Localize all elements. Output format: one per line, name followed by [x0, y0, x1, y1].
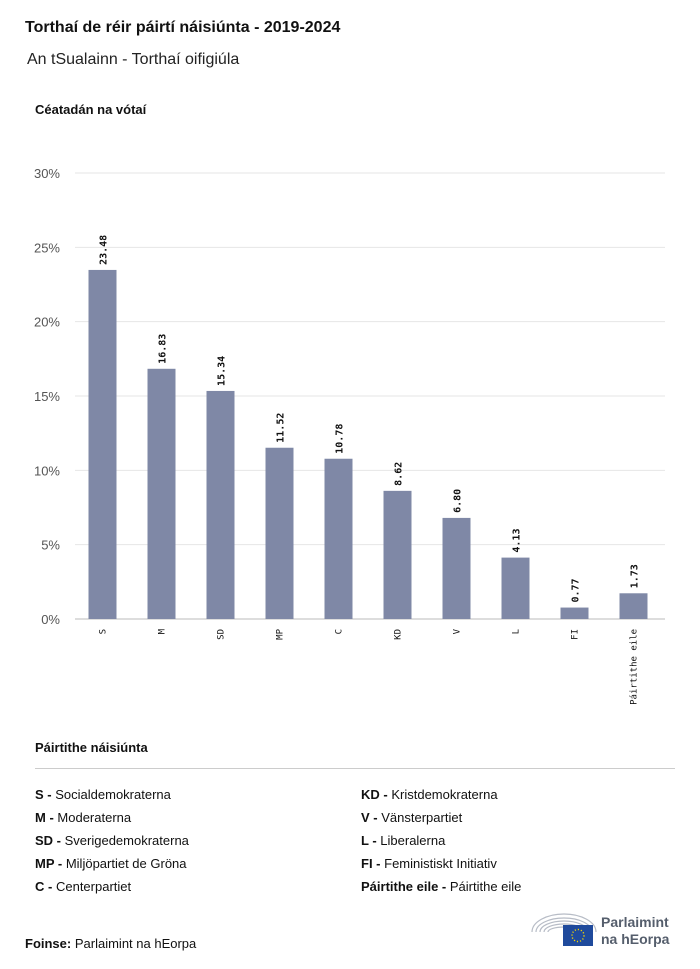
ep-logo: Parlaimint na hEorpa [530, 910, 680, 950]
legend-name: Feministiskt Initiativ [384, 856, 497, 871]
data-label: 6.80 [453, 489, 464, 513]
bar [383, 490, 412, 619]
bar [147, 368, 176, 619]
y-tick-label: 10% [34, 463, 60, 478]
data-label: 8.62 [394, 462, 405, 486]
legend-abbr: KD - [361, 787, 388, 802]
source: Foinse: Parlaimint na hEorpa [25, 936, 196, 951]
legend-item: MP - Miljöpartiet de Gröna [35, 856, 187, 871]
legend-abbr: SD - [35, 833, 61, 848]
x-tick-label: KD [394, 629, 404, 640]
x-tick-label: FI [571, 629, 581, 640]
legend-name: Vänsterpartiet [381, 810, 463, 825]
source-value: Parlaimint na hEorpa [74, 936, 197, 951]
legend-name: Sverigedemokraterna [64, 833, 189, 848]
legend-name: Moderaterna [57, 810, 132, 825]
y-tick-label: 30% [34, 166, 60, 181]
y-tick-label: 0% [41, 612, 60, 627]
y-tick-label: 25% [34, 240, 60, 255]
x-tick-label: V [453, 628, 463, 634]
legend-item: V - Vänsterpartiet [361, 810, 462, 825]
legend-abbr: L - [361, 833, 377, 848]
source-label: Foinse: [25, 936, 72, 951]
bar [206, 390, 235, 619]
legend-title: Páirtithe náisiúnta [35, 740, 148, 755]
legend-item: S - Socialdemokraterna [35, 787, 171, 802]
bar [619, 593, 648, 619]
y-axis-label: Céatadán na vótaí [35, 102, 147, 117]
hemicycle-icon [531, 913, 597, 946]
x-tick-label: M [158, 628, 168, 634]
legend-item: KD - Kristdemokraterna [361, 787, 498, 802]
bar [501, 557, 530, 619]
legend-name: Liberalerna [380, 833, 446, 848]
legend-item: M - Moderaterna [35, 810, 131, 825]
x-tick-label: C [335, 629, 345, 634]
bar [265, 447, 294, 619]
data-label: 10.78 [335, 424, 346, 454]
data-label: 0.77 [571, 578, 582, 602]
x-tick-label: MP [276, 628, 286, 639]
legend-abbr: Páirtithe eile - [361, 879, 447, 894]
legend-abbr: V - [361, 810, 378, 825]
data-label: 23.48 [99, 235, 110, 265]
x-tick-label: Páirtithe eile [630, 629, 640, 705]
bar [88, 269, 117, 619]
legend-name: Centerpartiet [55, 879, 132, 894]
y-tick-label: 5% [41, 538, 60, 553]
data-label: 1.73 [630, 564, 641, 588]
legend-abbr: S - [35, 787, 52, 802]
legend-divider [35, 768, 675, 769]
bar-chart: 0% 5% 10% 15% 20% 25% 30% 23.48 S 16.83 M 15.34 SD 11… [34, 166, 665, 705]
data-label: 15.34 [217, 356, 228, 386]
x-tick-label: S [99, 629, 109, 634]
x-tick-label: L [512, 629, 522, 634]
legend-item: SD - Sverigedemokraterna [35, 833, 189, 848]
legend-item: Páirtithe eile - Páirtithe eile [361, 879, 521, 894]
legend-item: C - Centerpartiet [35, 879, 131, 894]
data-label: 11.52 [276, 413, 287, 443]
bar [442, 517, 471, 619]
legend-abbr: C - [35, 879, 53, 894]
legend-name: Miljöpartiet de Gröna [65, 856, 187, 871]
chart-title: Torthaí de réir páirtí náisiúnta - 2019-… [25, 19, 341, 36]
legend-abbr: M - [35, 810, 54, 825]
chart-subtitle: An tSualainn - Torthaí oifigiúla [27, 51, 240, 68]
bar [324, 458, 353, 619]
legend-name: Socialdemokraterna [55, 787, 171, 802]
y-tick-label: 15% [34, 389, 60, 404]
y-tick-label: 20% [34, 315, 60, 330]
logo-line-2: na hEorpa [601, 931, 670, 947]
legend-item: FI - Feministiskt Initiativ [361, 856, 497, 871]
legend-item: L - Liberalerna [361, 833, 445, 848]
legend-name: Páirtithe eile [449, 879, 522, 894]
data-label: 4.13 [512, 529, 523, 553]
legend-abbr: FI - [361, 856, 381, 871]
legend-name: Kristdemokraterna [391, 787, 498, 802]
bar [560, 607, 589, 619]
logo-text: Parlaimint na hEorpa [601, 914, 669, 948]
logo-line-1: Parlaimint [601, 914, 669, 930]
legend-abbr: MP - [35, 856, 63, 871]
x-tick-label: SD [217, 629, 227, 640]
data-label: 16.83 [158, 334, 169, 364]
